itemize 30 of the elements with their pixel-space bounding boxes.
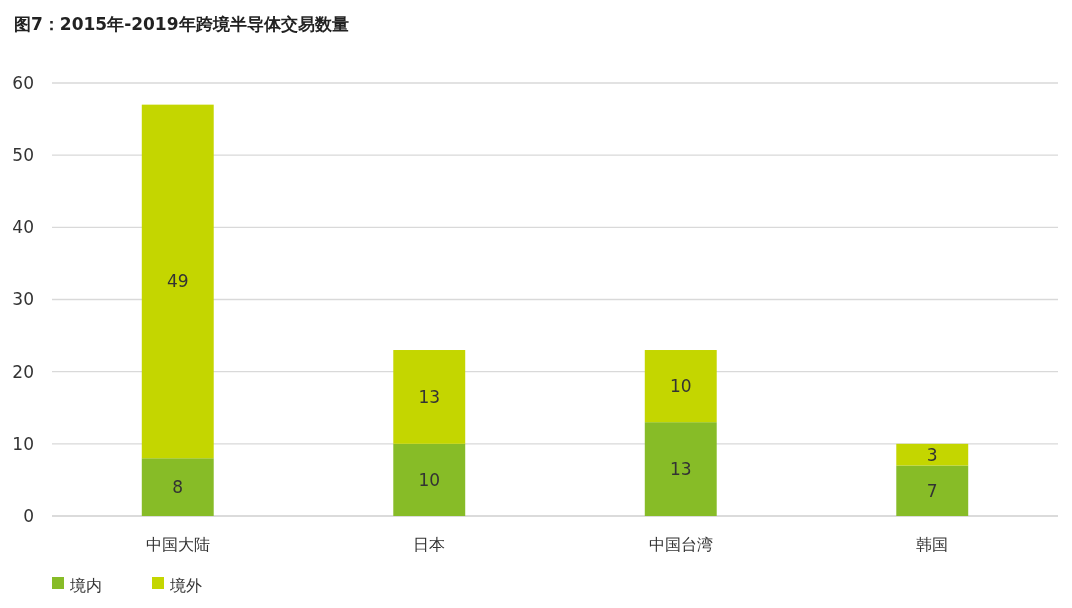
- data-label: 49: [166, 271, 189, 292]
- x-tick-label: 韩国: [916, 535, 949, 554]
- y-tick-label: 30: [12, 289, 34, 310]
- data-label: 13: [669, 459, 692, 480]
- y-tick-label: 20: [12, 361, 34, 382]
- data-label: 7: [926, 480, 938, 501]
- data-label: 13: [418, 386, 441, 407]
- x-tick-label: 日本: [413, 535, 446, 554]
- bar: [141, 458, 214, 516]
- bar: [896, 465, 969, 516]
- bar: [644, 350, 717, 423]
- y-tick-label: 40: [12, 217, 34, 238]
- x-tick-label: 中国大陆: [145, 535, 210, 554]
- data-label: 10: [418, 469, 441, 490]
- y-tick-label: 0: [23, 505, 34, 526]
- bar: [393, 443, 466, 516]
- y-tick-label: 50: [12, 145, 34, 166]
- bar: [393, 350, 466, 444]
- y-tick-label: 60: [12, 72, 34, 93]
- bar: [141, 104, 214, 459]
- data-label: 3: [926, 444, 938, 465]
- legend-label: 境内: [69, 575, 102, 595]
- y-tick-label: 10: [12, 433, 34, 454]
- bar: [644, 422, 717, 516]
- data-label: 10: [669, 376, 692, 397]
- data-label: 8: [172, 477, 184, 498]
- chart-title: 图7：2015年-2019年跨境半导体交易数量: [14, 14, 349, 34]
- legend-label: 境外: [169, 575, 202, 595]
- bar: [896, 443, 969, 466]
- x-tick-label: 中国台湾: [648, 535, 713, 554]
